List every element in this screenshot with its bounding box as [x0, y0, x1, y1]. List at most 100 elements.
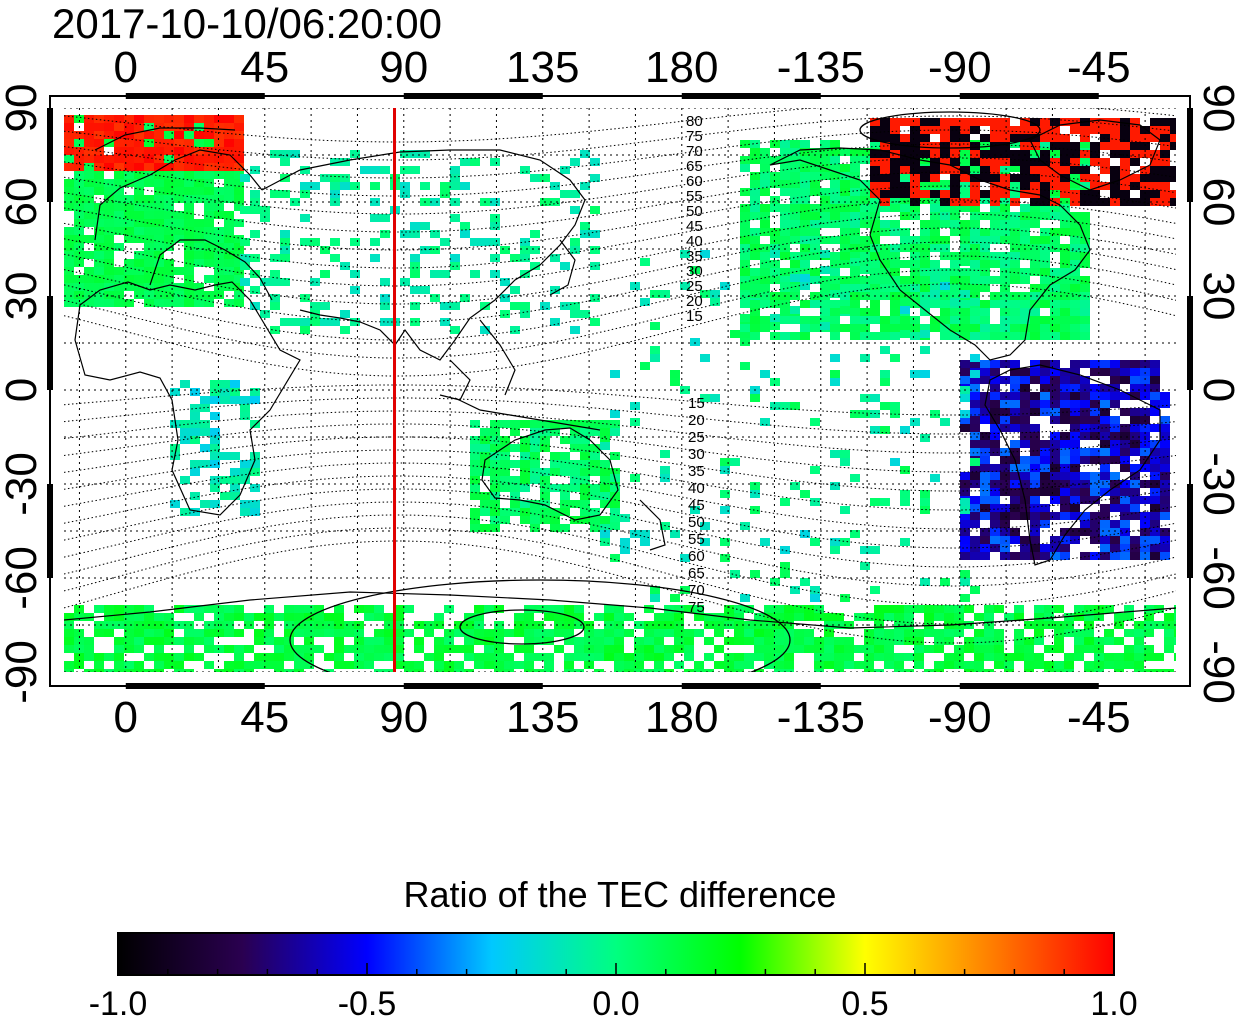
tec-cell [510, 444, 520, 452]
tec-cell [810, 498, 820, 506]
tec-cell [1040, 198, 1050, 206]
tec-cell [900, 158, 910, 166]
tec-cell [510, 420, 520, 428]
tec-cell [760, 188, 770, 196]
tec-cell [1060, 496, 1070, 504]
tec-cell [1030, 432, 1040, 440]
tec-cell [980, 392, 990, 400]
tec-cell [174, 147, 184, 155]
tec-cell [1080, 156, 1090, 164]
tec-cell [380, 294, 390, 302]
tec-cell [920, 252, 930, 260]
tec-cell [860, 324, 870, 332]
tec-cell [1030, 212, 1040, 220]
tec-cell [184, 605, 194, 613]
tec-cell [800, 220, 810, 228]
tec-cell [724, 653, 734, 661]
tec-cell [184, 275, 194, 283]
tec-cell [510, 428, 520, 436]
tec-cell [404, 661, 414, 669]
tec-cell [1080, 174, 1090, 182]
tec-cell [184, 629, 194, 637]
tec-cell [590, 468, 600, 476]
tec-cell [74, 155, 84, 163]
tec-cell [334, 613, 344, 621]
tec-cell [960, 180, 970, 188]
tec-cell [1114, 661, 1124, 669]
tec-cell [1060, 408, 1070, 416]
tec-cell [154, 653, 164, 661]
tec-cell [970, 308, 980, 316]
tec-cell [144, 299, 154, 307]
tec-cell [654, 669, 664, 672]
tec-cell [444, 645, 454, 653]
tec-cell [900, 236, 910, 244]
tec-cell [1074, 605, 1084, 613]
tec-cell [870, 150, 880, 158]
tec-cell [234, 179, 244, 187]
tec-cell [214, 123, 224, 131]
colorbar-tick-label: 0.0 [592, 985, 640, 1023]
tec-cell [770, 204, 780, 212]
tec-cell [1070, 424, 1080, 432]
tec-cell [970, 260, 980, 268]
tec-cell [640, 362, 650, 370]
lon-tick-label-top: 135 [506, 43, 580, 92]
tec-cell [134, 613, 144, 621]
tec-cell [134, 291, 144, 299]
tec-cell [900, 276, 910, 284]
tec-cell [890, 190, 900, 198]
tec-cell [1000, 552, 1010, 560]
contour-line [64, 397, 1176, 435]
tec-cell [1130, 376, 1140, 384]
tec-cell [614, 653, 624, 661]
tec-cell [300, 190, 310, 198]
lat-tick-label-right: 90 [1194, 83, 1240, 133]
tec-cell [64, 259, 74, 267]
tec-cell [884, 613, 894, 621]
tec-cell [224, 661, 234, 669]
contour-line [64, 185, 1176, 251]
tec-cell [1000, 212, 1010, 220]
tec-cell [960, 156, 970, 164]
tec-cell [940, 204, 950, 212]
tec-cell [1040, 544, 1050, 552]
tec-cell [890, 260, 900, 268]
tec-cell [104, 291, 114, 299]
tec-cell [1110, 472, 1120, 480]
tec-cell [830, 324, 840, 332]
tec-cell [1120, 512, 1130, 520]
tec-cell [1040, 440, 1050, 448]
tec-cell [204, 227, 214, 235]
tec-cell [970, 464, 980, 472]
tec-cell [1030, 456, 1040, 464]
tec-cell [74, 131, 84, 139]
tec-cell [270, 326, 280, 334]
tec-cell [720, 538, 730, 546]
tec-cell [960, 416, 970, 424]
tec-cell [990, 204, 1000, 212]
tec-cell [850, 172, 860, 180]
tec-cell [384, 613, 394, 621]
tec-cell [74, 629, 84, 637]
tec-cell [1040, 376, 1050, 384]
tec-cell [1160, 528, 1170, 536]
tec-cell [880, 174, 890, 182]
tec-cell [1160, 158, 1170, 166]
tec-cell [790, 316, 800, 324]
tec-cell [970, 204, 980, 212]
tec-cell [880, 316, 890, 324]
tec-cell [270, 150, 280, 158]
tec-cell [960, 394, 970, 402]
tec-cell [124, 211, 134, 219]
tec-cell [94, 629, 104, 637]
tec-cell [490, 238, 500, 246]
tec-cell [930, 196, 940, 204]
tec-cell [1040, 520, 1050, 528]
contour-line [64, 227, 1176, 305]
tec-cell [564, 653, 574, 661]
tec-cell [204, 139, 214, 147]
tec-cell [1050, 552, 1060, 560]
tec-cell [154, 163, 164, 171]
tec-cell [1060, 416, 1070, 424]
